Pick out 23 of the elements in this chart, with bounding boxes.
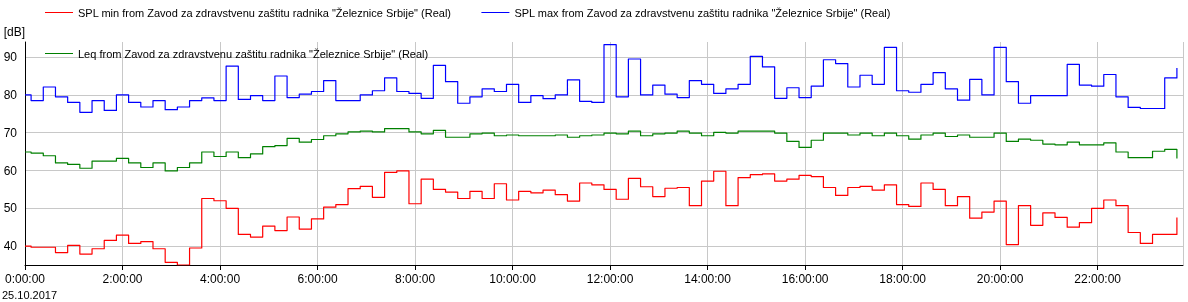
x-tick-label: 12:00:00 [586, 272, 634, 286]
x-tick-label: 4:00:00 [200, 272, 241, 286]
x-tick-label: 10:00:00 [489, 272, 537, 286]
text: 25.10.2017 [2, 288, 58, 301]
x-tick-label: 0:00:00 [4, 272, 46, 286]
y-tick-label: 90 [3, 50, 18, 65]
legend-label: Leq from Zavod za zdravstvenu zaštitu radnika "Železnice Srbije" (Real) [78, 47, 429, 60]
x-tick-label: 16:00:00 [781, 272, 829, 286]
x-tick-label: 18:00:00 [879, 272, 927, 286]
x-tick-label: 6:00:00 [297, 272, 338, 286]
x-tick-label: 2:00:00 [102, 272, 143, 286]
y-axis-title: [dB] [3, 25, 25, 39]
x-tick-label: 8:00:00 [395, 272, 436, 286]
legend-label: SPL max from Zavod za zdravstvenu zaštitu radnika "Železnice Srbije" (Real) [514, 6, 891, 19]
x-tick-label: 14:00:00 [684, 272, 732, 286]
x-tick-label: 22:00:00 [1074, 272, 1122, 286]
y-tick-label: 70 [3, 125, 18, 140]
y-tick-label: 60 [3, 163, 18, 178]
y-tick-label: 80 [3, 87, 18, 102]
x-tick-label: 20:00:00 [976, 272, 1024, 286]
y-tick-label: 40 [3, 239, 18, 254]
y-tick-label: 50 [3, 201, 18, 216]
legend-label: SPL min from Zavod za zdravstvenu zaštitu radnika "Železnice Srbije" (Real) [78, 6, 451, 19]
